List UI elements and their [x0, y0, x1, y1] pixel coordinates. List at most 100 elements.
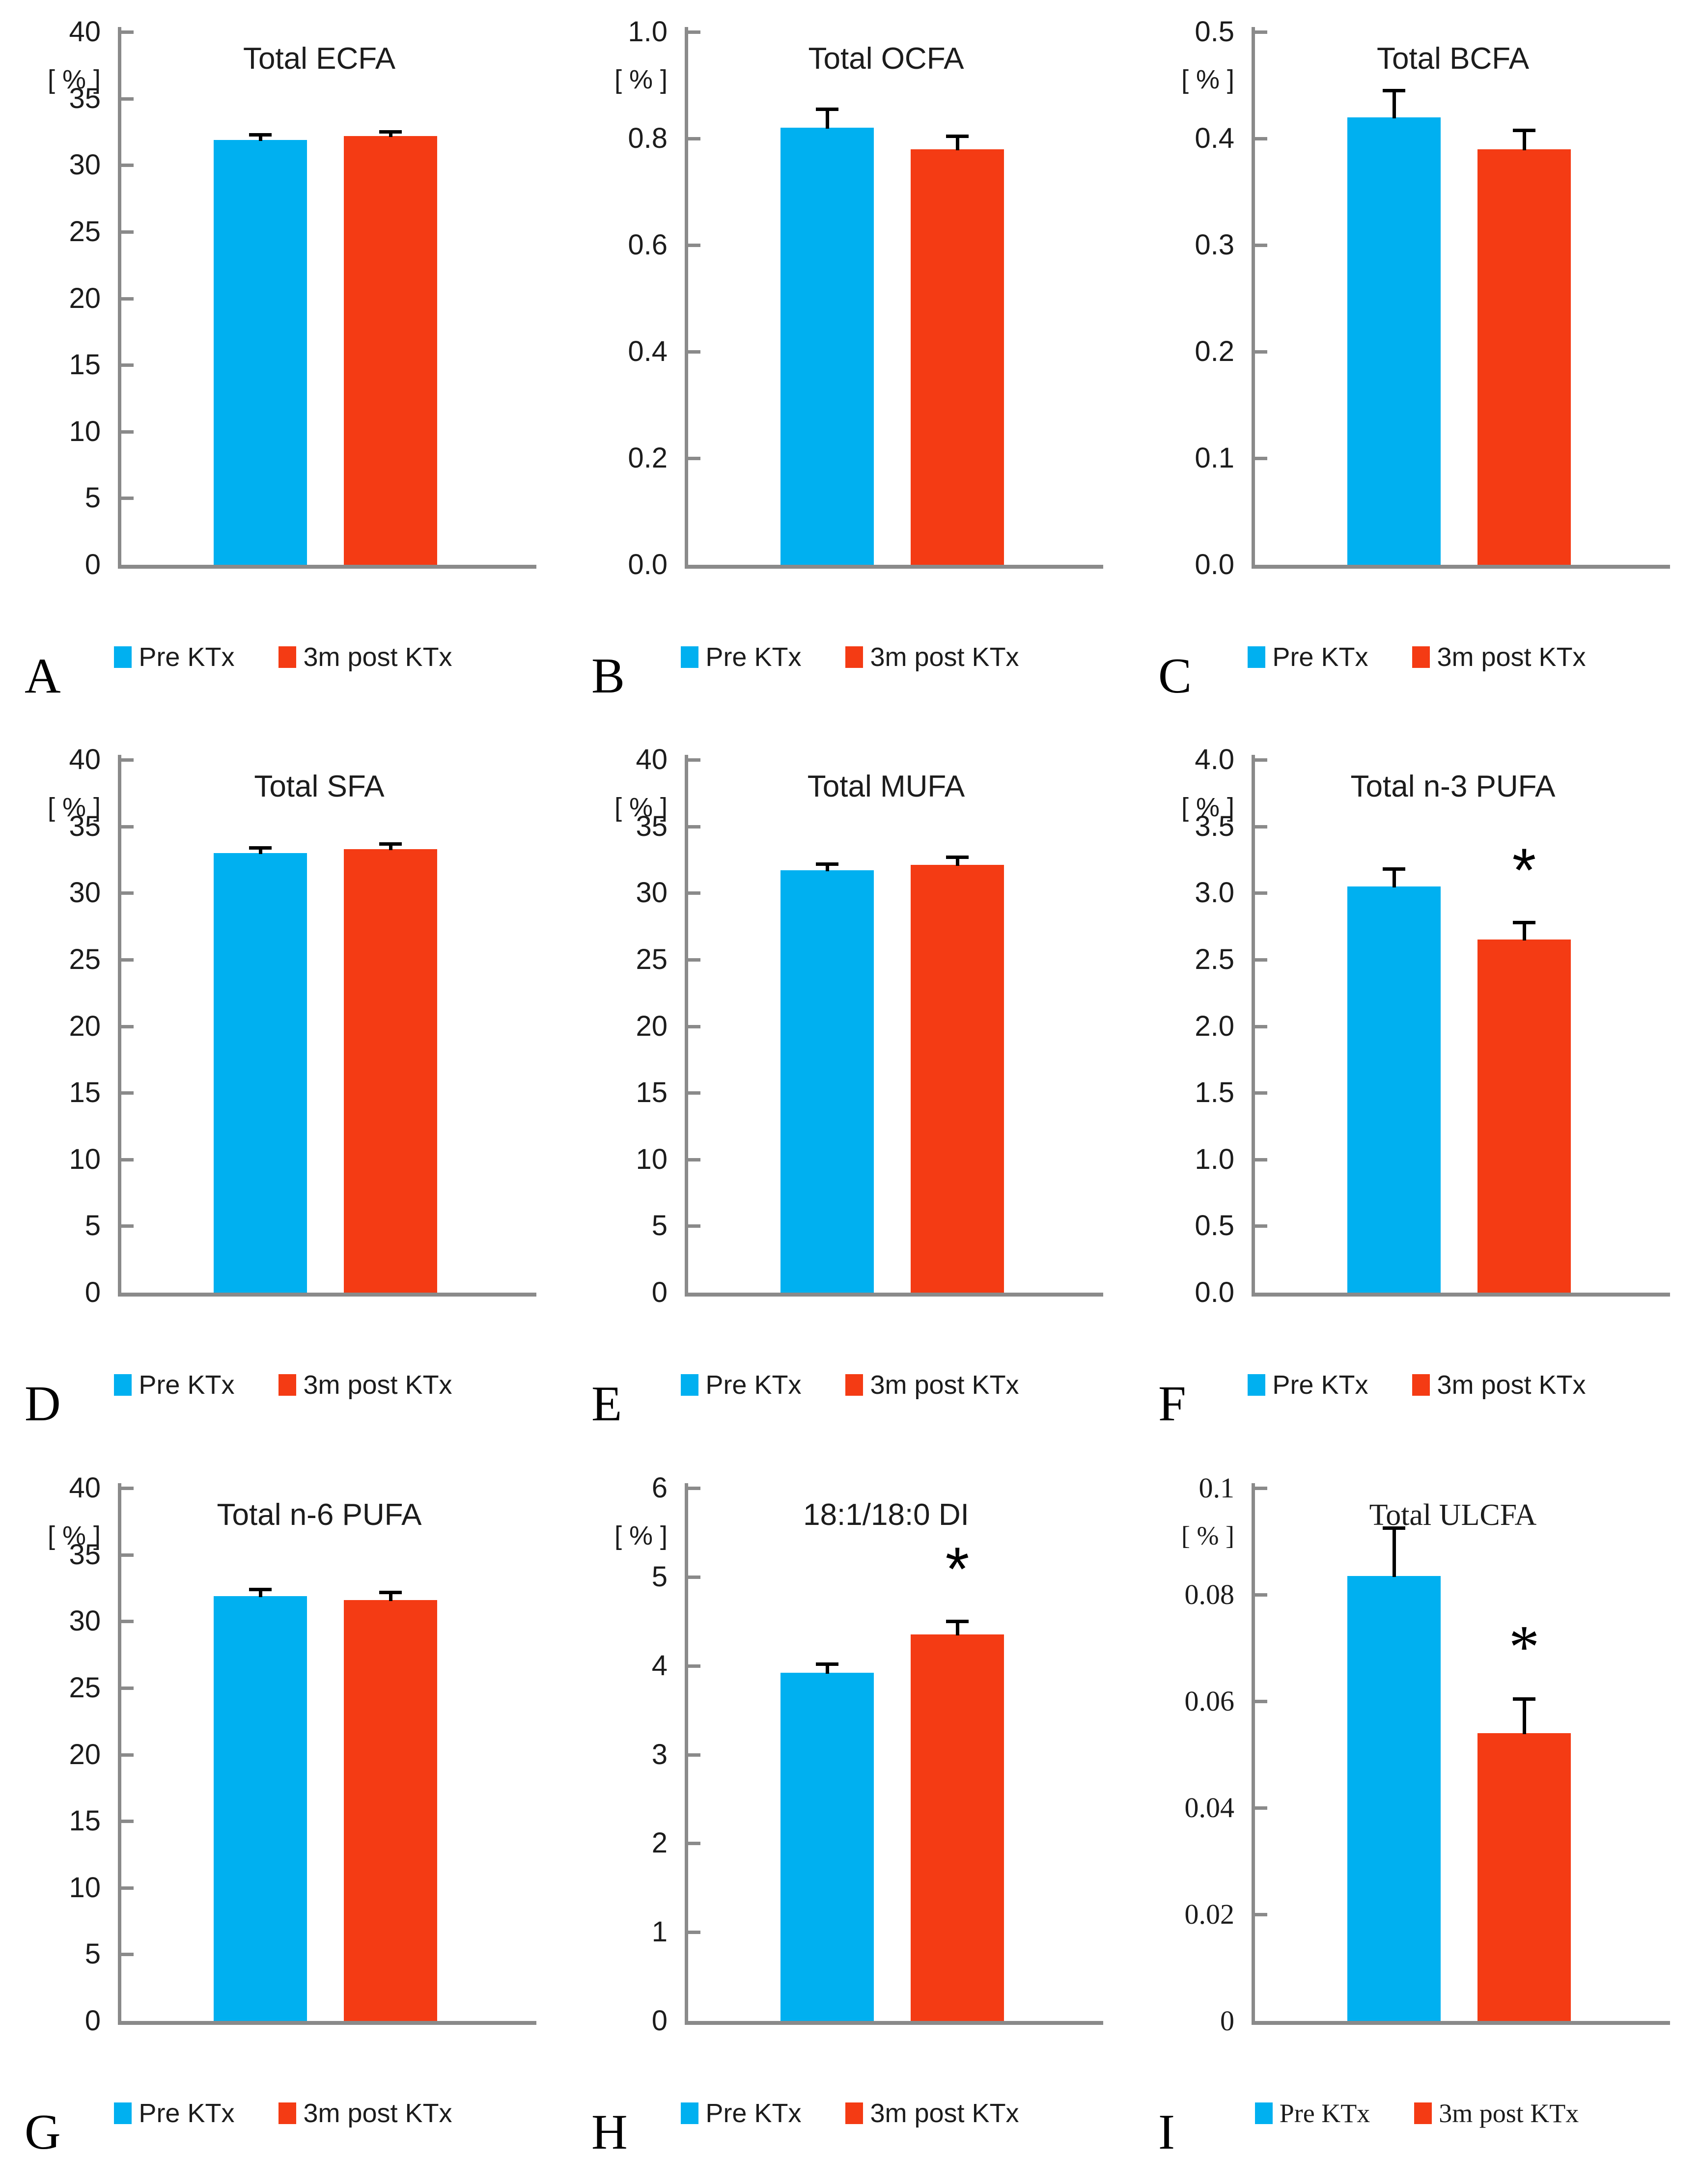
chart-title: Total MUFA [807, 770, 965, 803]
y-tick-mark [121, 758, 134, 762]
x-axis-line [1252, 2021, 1670, 2025]
y-tick-mark [1255, 1593, 1267, 1597]
y-tick-mark [688, 1158, 700, 1161]
error-bar-cap [946, 856, 969, 859]
y-tick-label: 35 [69, 1538, 101, 1571]
y-tick-label: 0.2 [628, 442, 668, 474]
y-tick-label: 1.0 [628, 16, 668, 48]
y-tick-mark [121, 1686, 134, 1690]
y-tick-label: 0.1 [1198, 1472, 1235, 1504]
error-bar-stem [389, 132, 392, 137]
y-tick-mark [1255, 825, 1267, 829]
panel-letter: I [1158, 2104, 1175, 2160]
legend-item-pre-ktx: Pre KTx [681, 1370, 801, 1400]
error-bar-cap [1383, 867, 1405, 871]
error-bar-stem [389, 1592, 392, 1601]
y-ticks: 6 5 4 3 2 1 0 [567, 1456, 1133, 2184]
panel-letter: C [1158, 648, 1192, 704]
panel-letter: F [1158, 1376, 1186, 1432]
bar-post-ktx [1477, 1733, 1571, 2021]
bar-post-ktx [911, 149, 1004, 565]
y-tick-label: 0.4 [1195, 122, 1234, 154]
y-tick-label: 3.5 [1195, 810, 1234, 842]
error-bar-stem [956, 1621, 959, 1636]
error-bar-stem [1523, 130, 1526, 150]
post-ktx-swatch-icon [279, 1374, 297, 1396]
y-tick-mark [688, 1487, 700, 1490]
pre-ktx-swatch-icon [681, 646, 699, 668]
panel-letter: D [25, 1376, 61, 1432]
x-axis-line [685, 2021, 1103, 2025]
legend: Pre KTx 3m post KTx [567, 639, 1133, 675]
bar-pre-ktx [780, 870, 874, 1293]
bar-pre-ktx [780, 1673, 874, 2021]
y-tick-mark [121, 430, 134, 434]
bars [0, 728, 566, 1456]
legend-label-pre-ktx: Pre KTx [1272, 1370, 1368, 1400]
y-tick-mark [688, 1224, 700, 1228]
y-tick-mark [121, 1158, 134, 1161]
bar-pre-ktx [1347, 117, 1441, 565]
bar-pre-ktx [1347, 1576, 1441, 2021]
y-tick-mark [1255, 30, 1267, 34]
panel-letter: B [591, 648, 625, 704]
error-bar-stem [259, 134, 262, 141]
legend: Pre KTx 3m post KTx [1134, 2096, 1700, 2131]
y-tick-label: 0.6 [628, 229, 668, 261]
error-bar-stem [826, 863, 829, 872]
y-tick-label: 0.4 [628, 335, 668, 367]
y-tick-mark [688, 1931, 700, 1935]
bar-post-ktx [1477, 940, 1571, 1293]
pre-ktx-swatch-icon [114, 646, 132, 668]
y-tick-label: 0.5 [1195, 1210, 1234, 1242]
bars [0, 0, 566, 728]
y-tick-mark [121, 1224, 134, 1228]
y-axis-line [1252, 1483, 1255, 2025]
legend-label-3m-post-ktx: 3m post KTx [870, 642, 1019, 672]
y-tick-mark [121, 164, 134, 167]
y-tick-label: 40 [69, 744, 101, 775]
error-bar-cap [379, 842, 402, 846]
y-tick-mark [121, 958, 134, 962]
post-ktx-swatch-icon [1414, 2102, 1432, 2124]
y-tick-mark [121, 825, 134, 829]
y-axis-unit-label: [ % ] [614, 793, 668, 822]
x-axis-line [1252, 1293, 1670, 1297]
bar-pre-ktx [214, 139, 307, 565]
x-axis-line [118, 1293, 536, 1297]
legend-item-pre-ktx: Pre KTx [681, 642, 801, 672]
y-tick-label: 30 [69, 149, 101, 181]
bar-post-ktx [344, 1600, 437, 2021]
legend-label-3m-post-ktx: 3m post KTx [303, 2099, 452, 2128]
y-tick-mark [1255, 1806, 1267, 1810]
bars [1134, 0, 1700, 728]
y-axis-line [118, 1483, 121, 2025]
y-axis-line [1252, 27, 1255, 569]
y-tick-mark [688, 758, 700, 762]
y-tick-label: 20 [69, 1010, 101, 1042]
legend-item-pre-ktx: Pre KTx [114, 1370, 234, 1400]
legend: Pre KTx 3m post KTx [0, 2096, 566, 2131]
y-tick-label: 35 [69, 810, 101, 842]
error-bar-cap [946, 134, 969, 138]
y-axis-line [685, 27, 688, 569]
y-tick-label: 10 [69, 1143, 101, 1175]
y-tick-mark [121, 891, 134, 895]
y-tick-mark [688, 958, 700, 962]
legend-label-3m-post-ktx: 3m post KTx [303, 1370, 452, 1400]
y-tick-label: 0 [84, 2005, 101, 2037]
error-bar-stem [1523, 1698, 1526, 1735]
y-tick-mark [688, 350, 700, 354]
legend-label-3m-post-ktx: 3m post KTx [303, 642, 452, 672]
y-tick-label: 5 [84, 482, 101, 514]
legend: Pre KTx 3m post KTx [567, 1367, 1133, 1403]
y-tick-mark [121, 1620, 134, 1624]
y-tick-label: 0.0 [628, 549, 668, 581]
post-ktx-swatch-icon [1412, 646, 1430, 668]
pre-ktx-swatch-icon [1248, 646, 1266, 668]
y-tick-mark [688, 30, 700, 34]
y-tick-mark [1255, 137, 1267, 140]
legend-item-3m-post-ktx: 3m post KTx [845, 642, 1019, 672]
error-bar-stem [1393, 869, 1396, 887]
